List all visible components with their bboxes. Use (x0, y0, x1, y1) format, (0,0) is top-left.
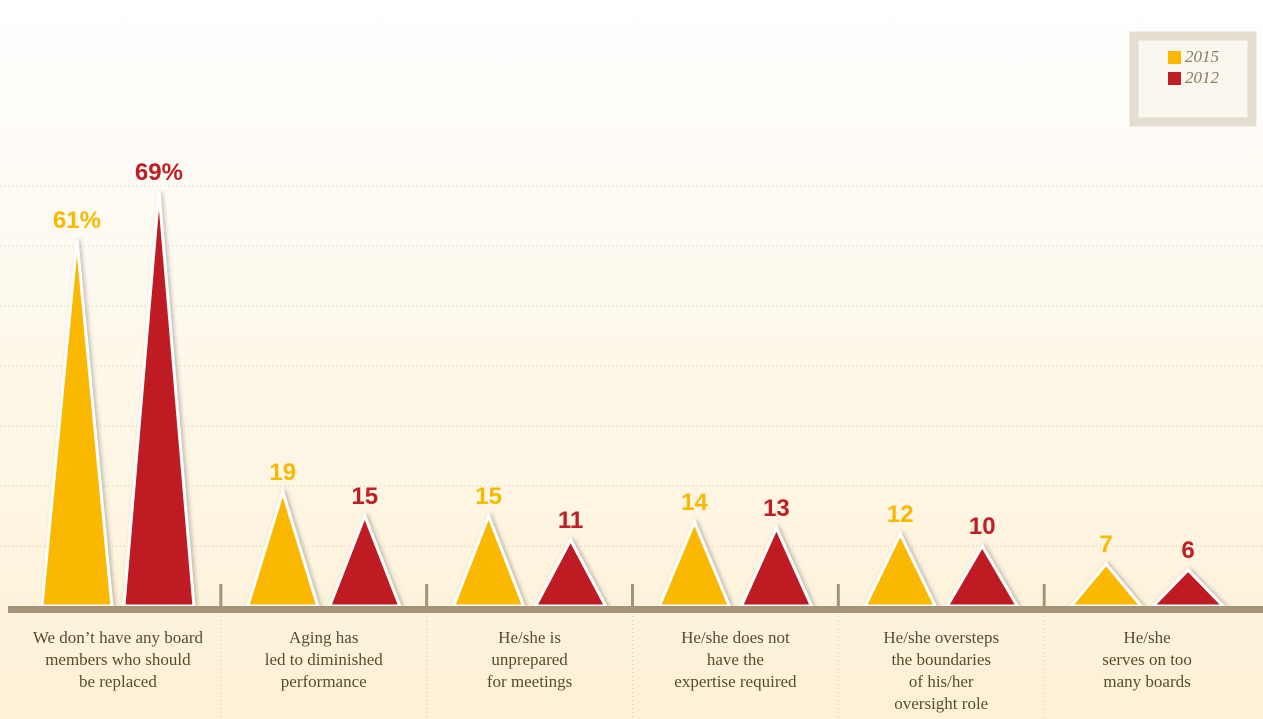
x-tick-label: of his/her (909, 672, 974, 691)
legend-box (1129, 31, 1257, 127)
grid (0, 185, 1263, 719)
x-tick-label: oversight role (894, 694, 988, 713)
legend: 2015 2012 (1129, 31, 1257, 127)
baseline (8, 606, 1263, 613)
value-label: 69% (135, 159, 183, 186)
x-tick-label: We don’t have any board (33, 628, 204, 647)
x-tick-label: performance (281, 672, 367, 691)
legend-label: 2012 (1185, 68, 1220, 87)
x-tick-label: be replaced (79, 672, 157, 691)
x-tick-label: the boundaries (891, 650, 991, 669)
x-tick-label: unprepared (491, 650, 568, 669)
x-tick-label: serves on too (1102, 650, 1192, 669)
value-label: 19 (269, 459, 296, 486)
value-label: 13 (763, 495, 790, 522)
legend-label: 2015 (1185, 47, 1219, 66)
x-tick-label: He/she does not (681, 628, 790, 647)
value-label: 15 (351, 483, 378, 510)
x-tick-label: many boards (1103, 672, 1190, 691)
x-tick-label: led to diminished (265, 650, 384, 669)
x-tick-label: members who should (45, 650, 191, 669)
legend-swatch (1168, 72, 1181, 85)
marks: 61% 69% We don’t have any board members who… (8, 159, 1263, 713)
x-tick-label: have the (707, 650, 764, 669)
value-label: 10 (969, 513, 996, 540)
x-tick-label: for meetings (487, 672, 572, 691)
value-label: 6 (1181, 537, 1194, 564)
value-label: 15 (475, 483, 502, 510)
x-tick-label: He/she (1123, 628, 1170, 647)
x-tick-label: Aging has (289, 628, 358, 647)
value-label: 61% (53, 207, 101, 234)
x-tick-label: expertise required (674, 672, 797, 691)
value-label: 14 (681, 489, 708, 516)
x-tick-label: He/she is (498, 628, 561, 647)
value-label: 12 (887, 501, 914, 528)
value-label: 7 (1099, 531, 1112, 558)
x-tick-label: He/she oversteps (883, 628, 999, 647)
legend-swatch (1168, 51, 1181, 64)
value-label: 11 (558, 507, 583, 534)
